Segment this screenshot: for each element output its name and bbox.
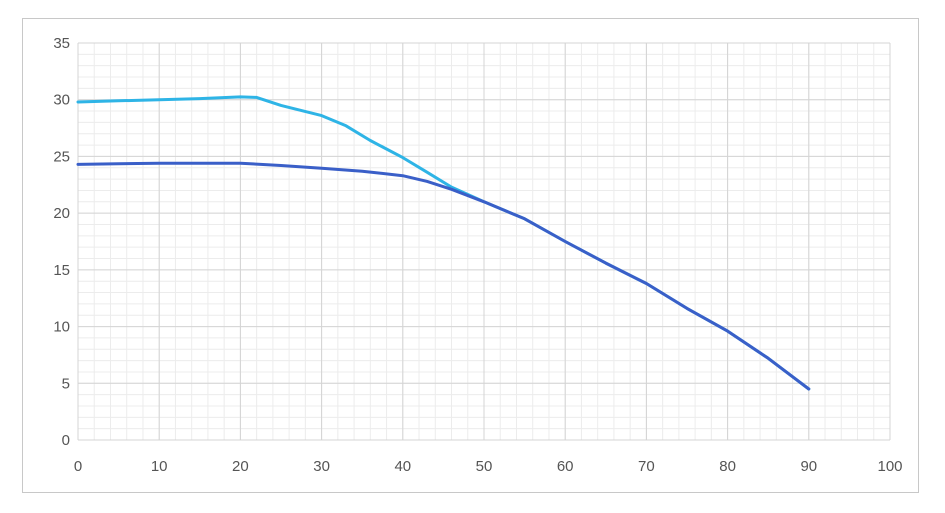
y-tick-label: 15 — [53, 262, 70, 279]
x-tick-label: 60 — [557, 458, 574, 475]
x-tick-label: 100 — [877, 458, 902, 475]
y-tick-label: 35 — [53, 35, 70, 52]
series-lines — [76, 95, 811, 391]
x-tick-label: 40 — [394, 458, 411, 475]
x-tick-label: 10 — [151, 458, 168, 475]
series-line-2 — [76, 161, 811, 391]
major-grid — [77, 42, 891, 441]
x-tick-label: 0 — [74, 458, 82, 475]
x-tick-label: 90 — [800, 458, 817, 475]
x-tick-label: 30 — [313, 458, 330, 475]
chart-frame — [22, 18, 919, 493]
y-tick-label: 25 — [53, 148, 70, 165]
y-tick-label: 10 — [53, 319, 70, 336]
x-tick-label: 50 — [476, 458, 493, 475]
y-axis-tick-labels: 0 5 10 15 20 25 30 35 — [53, 35, 70, 449]
y-tick-label: 0 — [62, 432, 70, 449]
y-tick-label: 5 — [62, 375, 70, 392]
x-axis-tick-labels: 0 10 20 30 40 50 60 70 80 90 100 — [74, 458, 903, 475]
y-tick-label: 30 — [53, 92, 70, 109]
x-tick-label: 80 — [719, 458, 736, 475]
series-line-1 — [76, 95, 811, 391]
x-tick-label: 20 — [232, 458, 249, 475]
x-tick-label: 70 — [638, 458, 655, 475]
y-tick-label: 20 — [53, 205, 70, 222]
